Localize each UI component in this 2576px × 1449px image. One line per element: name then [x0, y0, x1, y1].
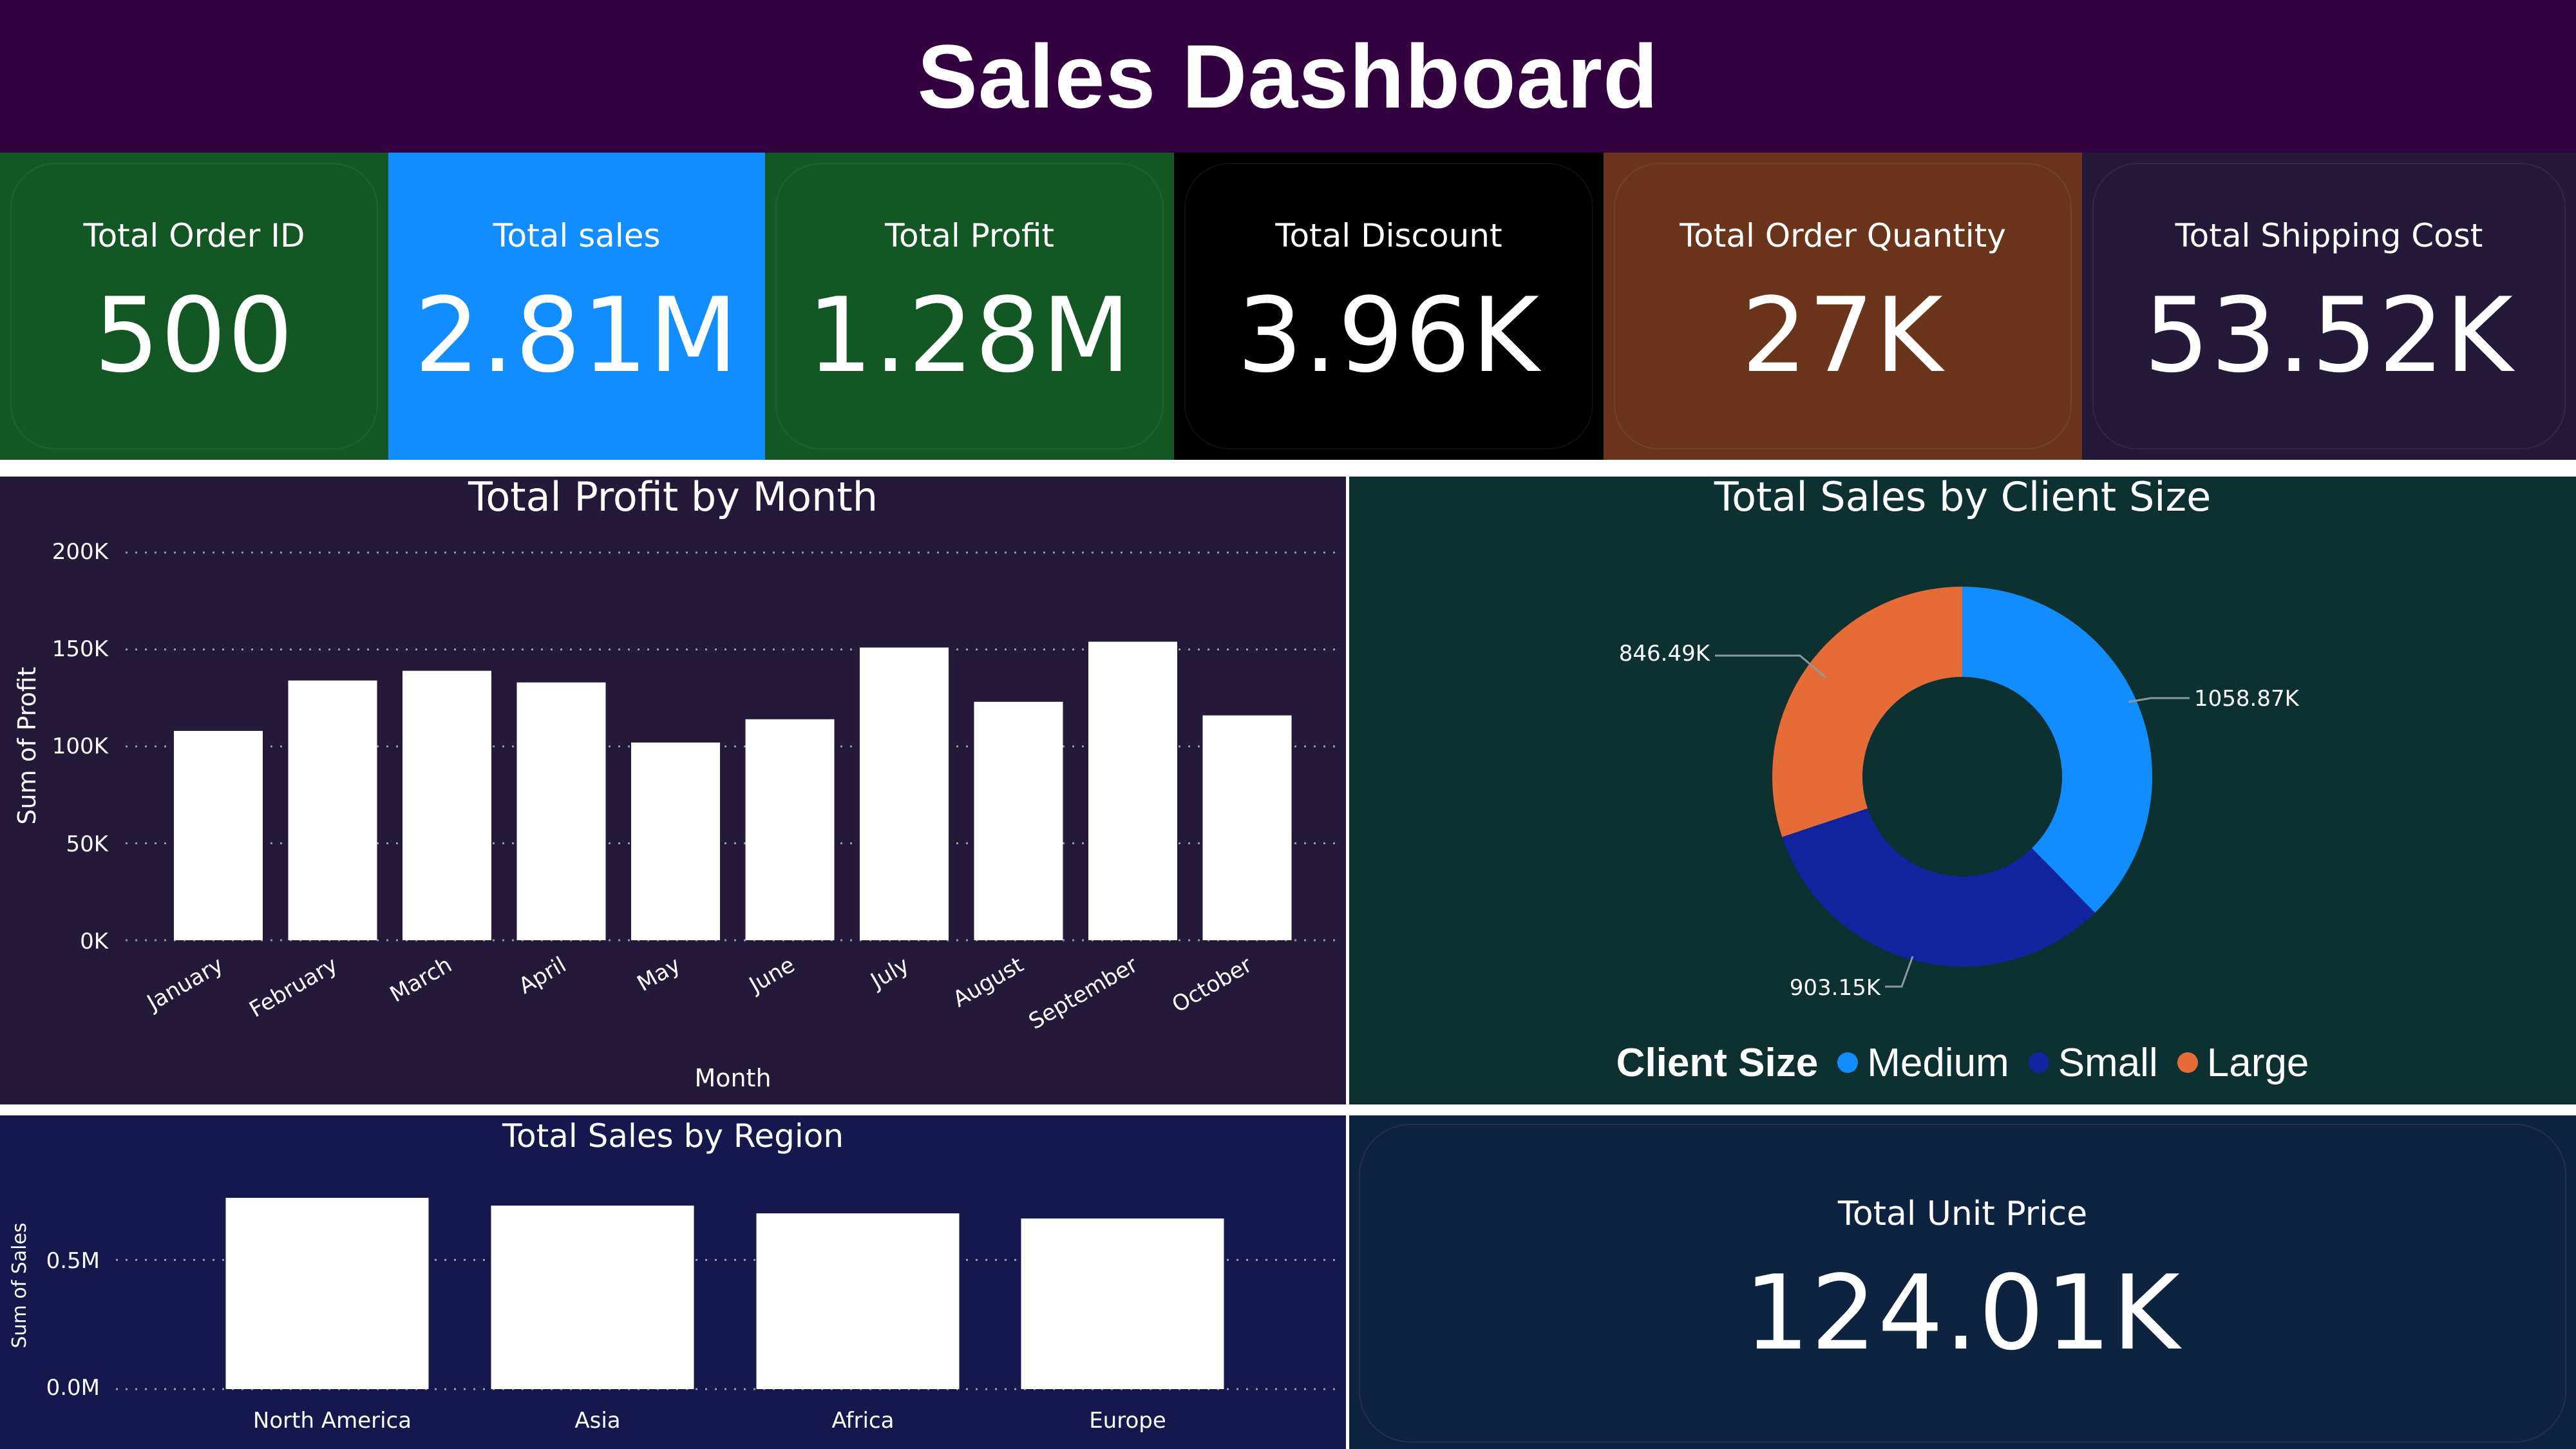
kpi-label: Total Shipping Cost — [2175, 217, 2483, 254]
donut-label-large: 846.49K — [1619, 641, 1711, 667]
region-bar[interactable] — [756, 1213, 960, 1389]
profit-y-tick: 50K — [66, 831, 109, 857]
kpi-value: 2.81M — [414, 275, 739, 395]
profit-x-tick: October — [1168, 952, 1256, 1018]
legend-dot-icon — [2177, 1052, 2198, 1073]
profit-bar[interactable] — [1088, 641, 1177, 940]
profit-x-tick: July — [866, 952, 914, 994]
region-x-tick: North America — [253, 1408, 412, 1434]
profit-x-tick: June — [744, 952, 799, 999]
sales-by-client-size-panel — [1349, 477, 2576, 1104]
region-y-tick: 0.5M — [46, 1248, 100, 1274]
legend-label: Medium — [1867, 1040, 2009, 1085]
kpi-card-frame — [10, 163, 378, 450]
kpi-value: 27K — [1741, 275, 1944, 395]
profit-x-tick: March — [386, 952, 457, 1007]
profit-by-month-chart[interactable]: Sum of Profit Month 0K 50K 100K 150K 200… — [0, 477, 1346, 1104]
profit-y-axis-label: Sum of Profit — [13, 667, 41, 824]
profit-y-tick: 150K — [52, 636, 109, 662]
leader-line — [1885, 956, 1914, 988]
profit-bar[interactable] — [174, 730, 263, 940]
legend-label: Small — [2058, 1040, 2158, 1085]
kpi-label: Total Order ID — [83, 217, 305, 254]
kpi-card-frame — [775, 163, 1164, 450]
unit-price-label: Total Unit Price — [1837, 1195, 2088, 1233]
region-y-axis-label: Sum of Sales — [8, 1222, 31, 1348]
region-x-tick: Asia — [574, 1408, 620, 1434]
unit-price-value: 124.01K — [1744, 1253, 2181, 1373]
region-bar[interactable] — [491, 1206, 694, 1389]
kpi-value: 3.96K — [1236, 275, 1541, 395]
profit-x-tick: August — [949, 952, 1028, 1012]
legend-dot-icon — [1837, 1052, 1859, 1073]
leader-line — [2128, 697, 2190, 703]
sales-by-region-chart[interactable]: Sum of Sales 0.0M 0.5M North America Asia… — [0, 1115, 1346, 1449]
profit-bar[interactable] — [745, 719, 835, 940]
profit-x-tick: May — [633, 952, 685, 997]
region-bar[interactable] — [1021, 1218, 1224, 1389]
kpi-label: Total Order Quantity — [1680, 217, 2006, 254]
profit-x-axis-label: Month — [694, 1064, 771, 1092]
profit-y-tick: 0K — [80, 929, 109, 954]
unit-price-panel — [1349, 1115, 2576, 1449]
donut-slice-large[interactable] — [1772, 587, 1962, 837]
profit-chart-title: Total Profit by Month — [468, 473, 878, 520]
region-x-tick: Africa — [832, 1408, 895, 1434]
legend-label: Large — [2206, 1040, 2309, 1085]
profit-x-tick: February — [245, 952, 342, 1023]
donut-slice-medium[interactable] — [1962, 587, 2152, 913]
kpi-label: Total sales — [493, 217, 661, 254]
legend-dot-icon — [2028, 1052, 2049, 1073]
kpi-card-total-shipping-cost[interactable]: Total Shipping Cost 53.52K — [2082, 153, 2576, 460]
profit-bar[interactable] — [974, 701, 1063, 940]
client-size-legend: Client Size Medium Small Large — [1349, 1034, 2576, 1092]
profit-bar[interactable] — [288, 680, 377, 940]
page-title: Sales Dashboard — [917, 25, 1659, 127]
kpi-value: 1.28M — [807, 275, 1132, 395]
kpi-card-total-order-quantity[interactable]: Total Order Quantity 27K — [1604, 153, 2082, 460]
sales-by-client-size-donut[interactable]: 1058.87K 903.15K 846.49K — [1349, 477, 2576, 1030]
profit-y-tick: 200K — [52, 539, 109, 565]
donut-slice-small[interactable] — [1782, 808, 2095, 967]
kpi-label: Total Profit — [884, 217, 1055, 254]
kpi-card-frame — [1184, 163, 1593, 450]
profit-x-tick: January — [142, 952, 227, 1016]
donut-label-small: 903.15K — [1790, 975, 1882, 1001]
profit-x-tick: April — [515, 952, 571, 999]
leader-line — [1715, 654, 1826, 679]
profit-bar[interactable] — [516, 682, 606, 940]
kpi-card-total-order-id[interactable]: Total Order ID 500 — [0, 153, 388, 460]
profit-bar[interactable] — [402, 670, 491, 940]
profit-y-tick: 100K — [52, 734, 109, 759]
donut-label-medium: 1058.87K — [2194, 686, 2300, 712]
kpi-card-total-sales[interactable]: Total sales 2.81M — [388, 153, 765, 460]
profit-x-tick: September — [1025, 952, 1142, 1035]
region-chart-title: Total Sales by Region — [502, 1117, 844, 1155]
kpi-card-total-profit[interactable]: Total Profit 1.28M — [765, 153, 1174, 460]
legend-item-medium[interactable]: Medium — [1837, 1040, 2009, 1086]
unit-price-card-frame — [1359, 1124, 2566, 1443]
legend-item-small[interactable]: Small — [2028, 1040, 2158, 1086]
kpi-card-frame — [1614, 163, 2072, 450]
profit-bar[interactable] — [860, 647, 949, 940]
legend-title: Client Size — [1616, 1040, 1819, 1085]
region-bar[interactable] — [225, 1198, 429, 1389]
client-chart-title: Total Sales by Client Size — [1714, 473, 2211, 520]
kpi-card-total-discount[interactable]: Total Discount 3.96K — [1174, 153, 1604, 460]
kpi-value: 500 — [93, 275, 295, 395]
legend-item-large[interactable]: Large — [2177, 1040, 2309, 1086]
kpi-card-frame — [2092, 163, 2566, 450]
region-x-tick: Europe — [1089, 1408, 1166, 1434]
header-bar — [0, 0, 2576, 153]
region-y-tick: 0.0M — [46, 1375, 100, 1401]
profit-bar[interactable] — [1202, 715, 1292, 940]
profit-bar[interactable] — [631, 742, 720, 940]
kpi-value: 53.52K — [2144, 275, 2514, 395]
kpi-label: Total Discount — [1275, 217, 1502, 254]
